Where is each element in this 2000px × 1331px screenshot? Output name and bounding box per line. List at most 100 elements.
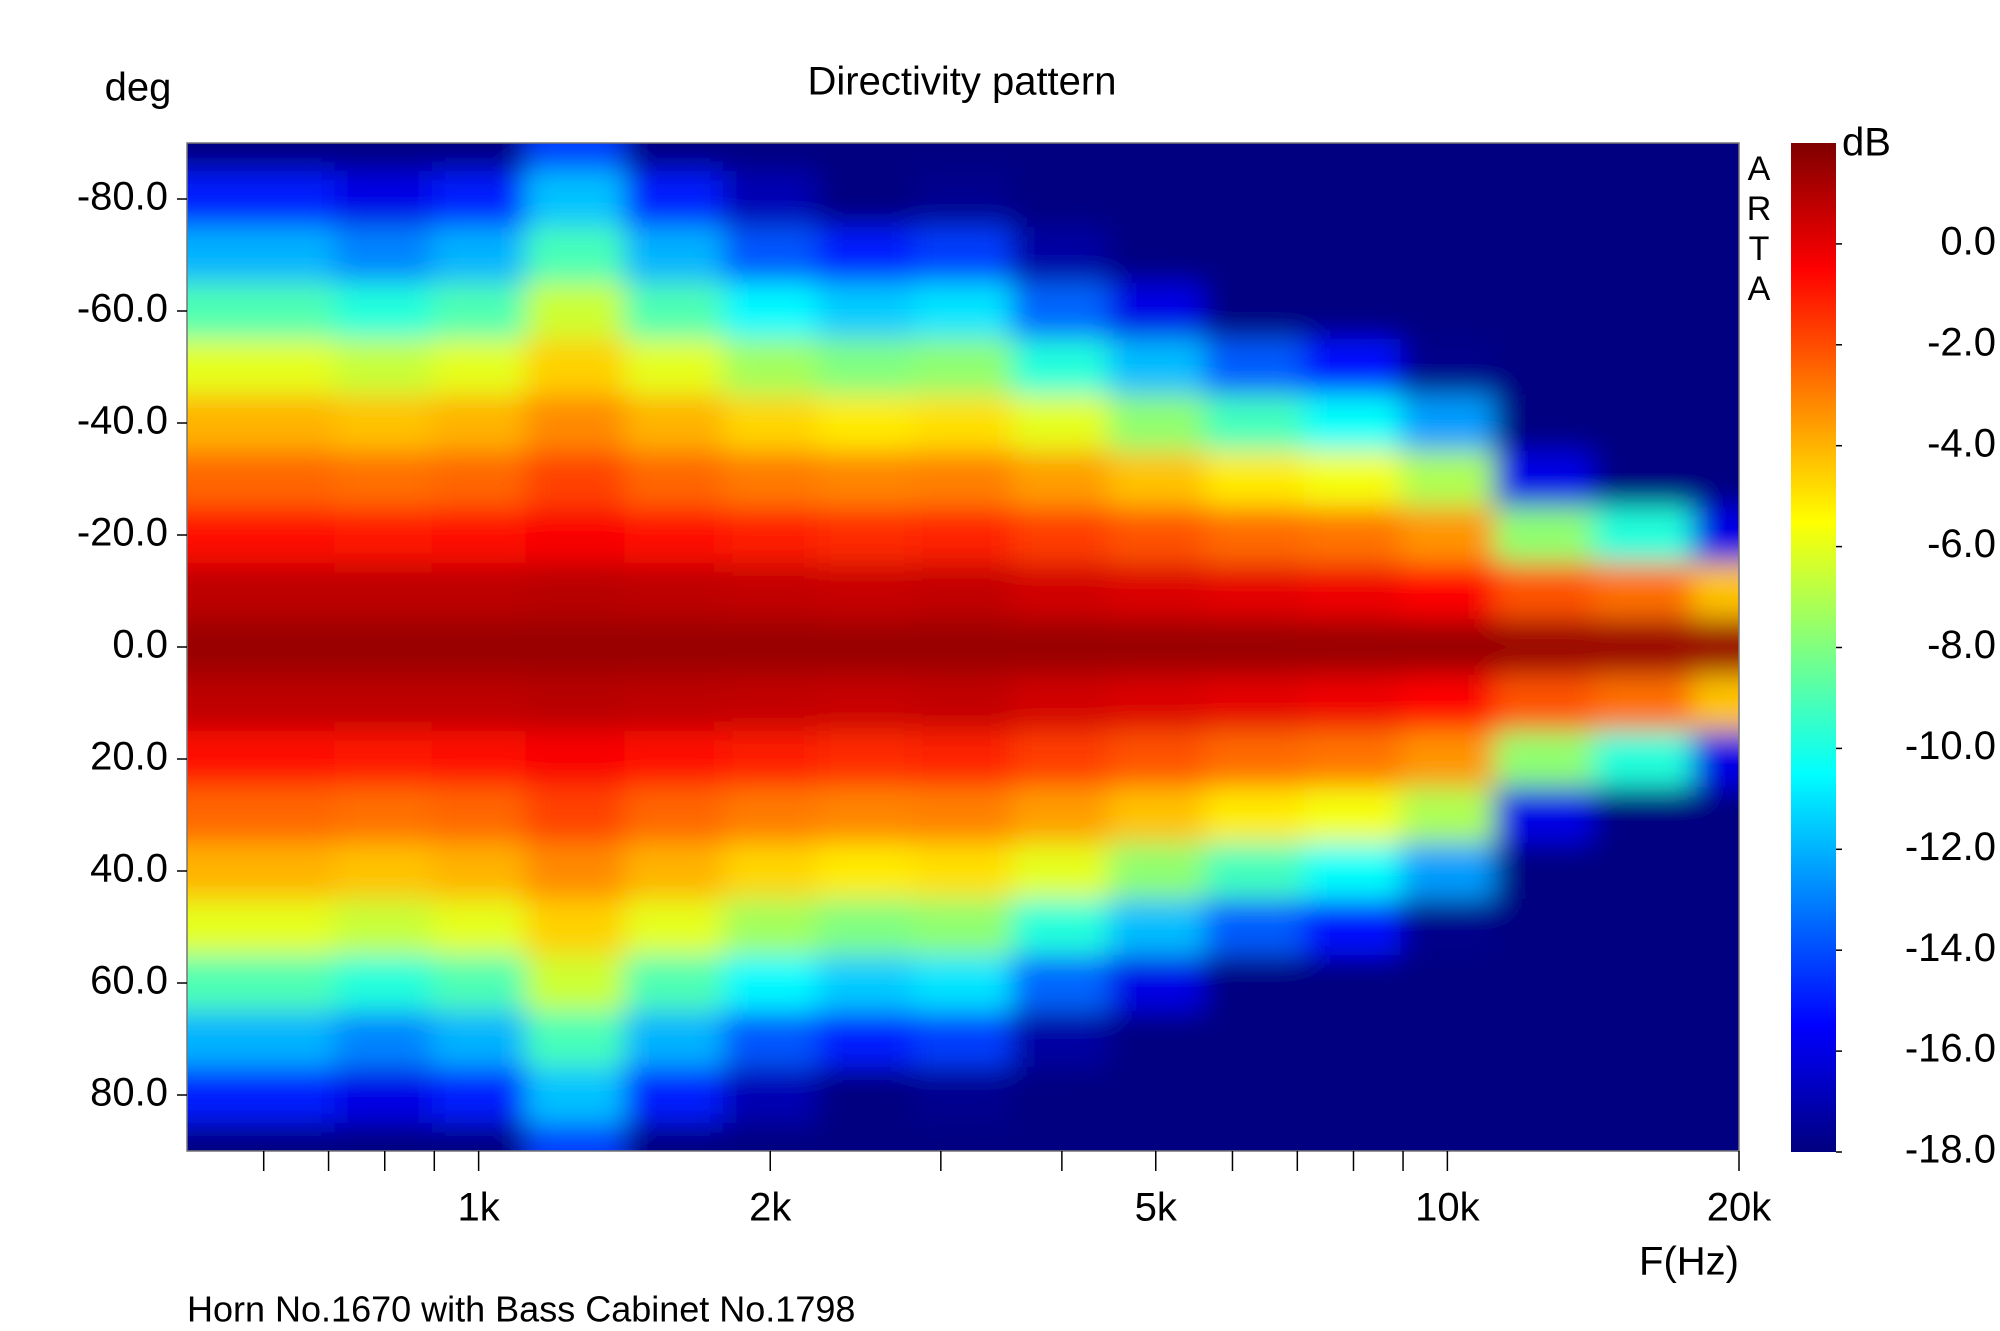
heatmap-cell [431, 731, 527, 788]
heatmap-cell [187, 843, 237, 900]
heatmap-cell [334, 787, 433, 844]
x-tick-label: 2k [749, 1186, 792, 1230]
heatmap-cell [235, 843, 335, 900]
heatmap-cell [431, 955, 527, 1012]
heatmap-cell [1011, 1067, 1110, 1124]
heatmap-cell [1494, 339, 1594, 396]
heatmap-cell [817, 283, 914, 340]
heatmap-cell [723, 283, 818, 340]
heatmap-cell [723, 675, 818, 732]
heatmap-cell [1692, 507, 1739, 564]
heatmap-cell [624, 619, 724, 676]
heatmap-cell [187, 899, 237, 956]
heatmap-cell [235, 1011, 335, 1068]
heatmap-cell [1494, 451, 1594, 508]
heatmap-cell [1692, 1011, 1739, 1068]
heatmap-cell [334, 955, 433, 1012]
heatmap-cell [334, 339, 433, 396]
heatmap-cell [525, 843, 625, 900]
heatmap-cell [1303, 227, 1401, 284]
heatmap-cell [723, 227, 818, 284]
heatmap-cell [1011, 899, 1110, 956]
heatmap-cell [235, 283, 335, 340]
heatmap-cell [723, 731, 818, 788]
heatmap-cell [1303, 1067, 1401, 1124]
heatmap-cell [187, 143, 237, 172]
heatmap-cell [187, 171, 237, 228]
heatmap-cell [235, 675, 335, 732]
heatmap-cell [1204, 283, 1304, 340]
heatmap-cell [235, 1067, 335, 1124]
heatmap-cell [1593, 955, 1693, 1012]
heatmap-cell [912, 675, 1013, 732]
heatmap-cell [431, 1123, 527, 1151]
x-tick-label: 1k [457, 1186, 500, 1230]
heatmap-cell [235, 395, 335, 452]
heatmap-cell [1108, 843, 1205, 900]
heatmap-cell [1108, 171, 1205, 228]
heatmap-cell [1400, 1011, 1495, 1068]
heatmap-cell [1011, 283, 1110, 340]
heatmap-cell [235, 451, 335, 508]
heatmap-cell [431, 143, 527, 172]
heatmap-cells [187, 143, 1739, 1151]
heatmap-cell [1593, 731, 1693, 788]
heatmap-cell [817, 395, 914, 452]
heatmap-cell [912, 563, 1013, 620]
heatmap-cell [912, 227, 1013, 284]
heatmap-cell [525, 395, 625, 452]
colorbar-tick-label: -2.0 [1927, 320, 1996, 364]
heatmap-cell [723, 1011, 818, 1068]
heatmap-cell [1400, 1123, 1495, 1151]
y-tick-label: 40.0 [90, 847, 168, 891]
heatmap-cell [431, 843, 527, 900]
x-axis-label: F(Hz) [1639, 1240, 1739, 1284]
heatmap-cell [187, 1067, 237, 1124]
colorbar-tick-label: -16.0 [1905, 1027, 1996, 1071]
heatmap-cell [1494, 619, 1594, 676]
x-tick-label: 5k [1135, 1186, 1178, 1230]
heatmap-cell [817, 171, 914, 228]
heatmap-cell [624, 675, 724, 732]
heatmap-cell [1011, 955, 1110, 1012]
heatmap-cell [1108, 283, 1205, 340]
y-tick-label: -80.0 [77, 175, 168, 219]
heatmap-cell [1692, 955, 1739, 1012]
heatmap-cell [1108, 507, 1205, 564]
heatmap-cell [1692, 283, 1739, 340]
heatmap-cell [1593, 143, 1693, 172]
heatmap-cell [525, 507, 625, 564]
heatmap-cell [1593, 1067, 1693, 1124]
heatmap-cell [187, 955, 237, 1012]
heatmap-cell [1692, 675, 1739, 732]
heatmap-cell [1303, 1123, 1401, 1151]
heatmap-cell [187, 451, 237, 508]
heatmap-cell [723, 787, 818, 844]
heatmap-cell [1108, 143, 1205, 172]
x-tick-label: 10k [1415, 1186, 1480, 1230]
heatmap-cell [1593, 171, 1693, 228]
heatmap-cell [525, 787, 625, 844]
heatmap-cell [334, 1011, 433, 1068]
heatmap-cell [1593, 563, 1693, 620]
heatmap-cell [1204, 339, 1304, 396]
heatmap-cell [723, 143, 818, 172]
heatmap-cell [1303, 283, 1401, 340]
heatmap-cell [431, 227, 527, 284]
heatmap-cell [1494, 675, 1594, 732]
heatmap-cell [1303, 787, 1401, 844]
heatmap-cell [912, 787, 1013, 844]
heatmap-cell [1011, 143, 1110, 172]
heatmap-cell [624, 843, 724, 900]
heatmap-cell [1011, 843, 1110, 900]
heatmap-cell [235, 227, 335, 284]
heatmap-cell [525, 675, 625, 732]
heatmap-cell [1494, 1067, 1594, 1124]
heatmap-cell [1108, 619, 1205, 676]
heatmap-cell [187, 227, 237, 284]
heatmap-cell [334, 507, 433, 564]
y-tick-label: 60.0 [90, 959, 168, 1003]
heatmap-cell [723, 955, 818, 1012]
heatmap-cell [1593, 787, 1693, 844]
